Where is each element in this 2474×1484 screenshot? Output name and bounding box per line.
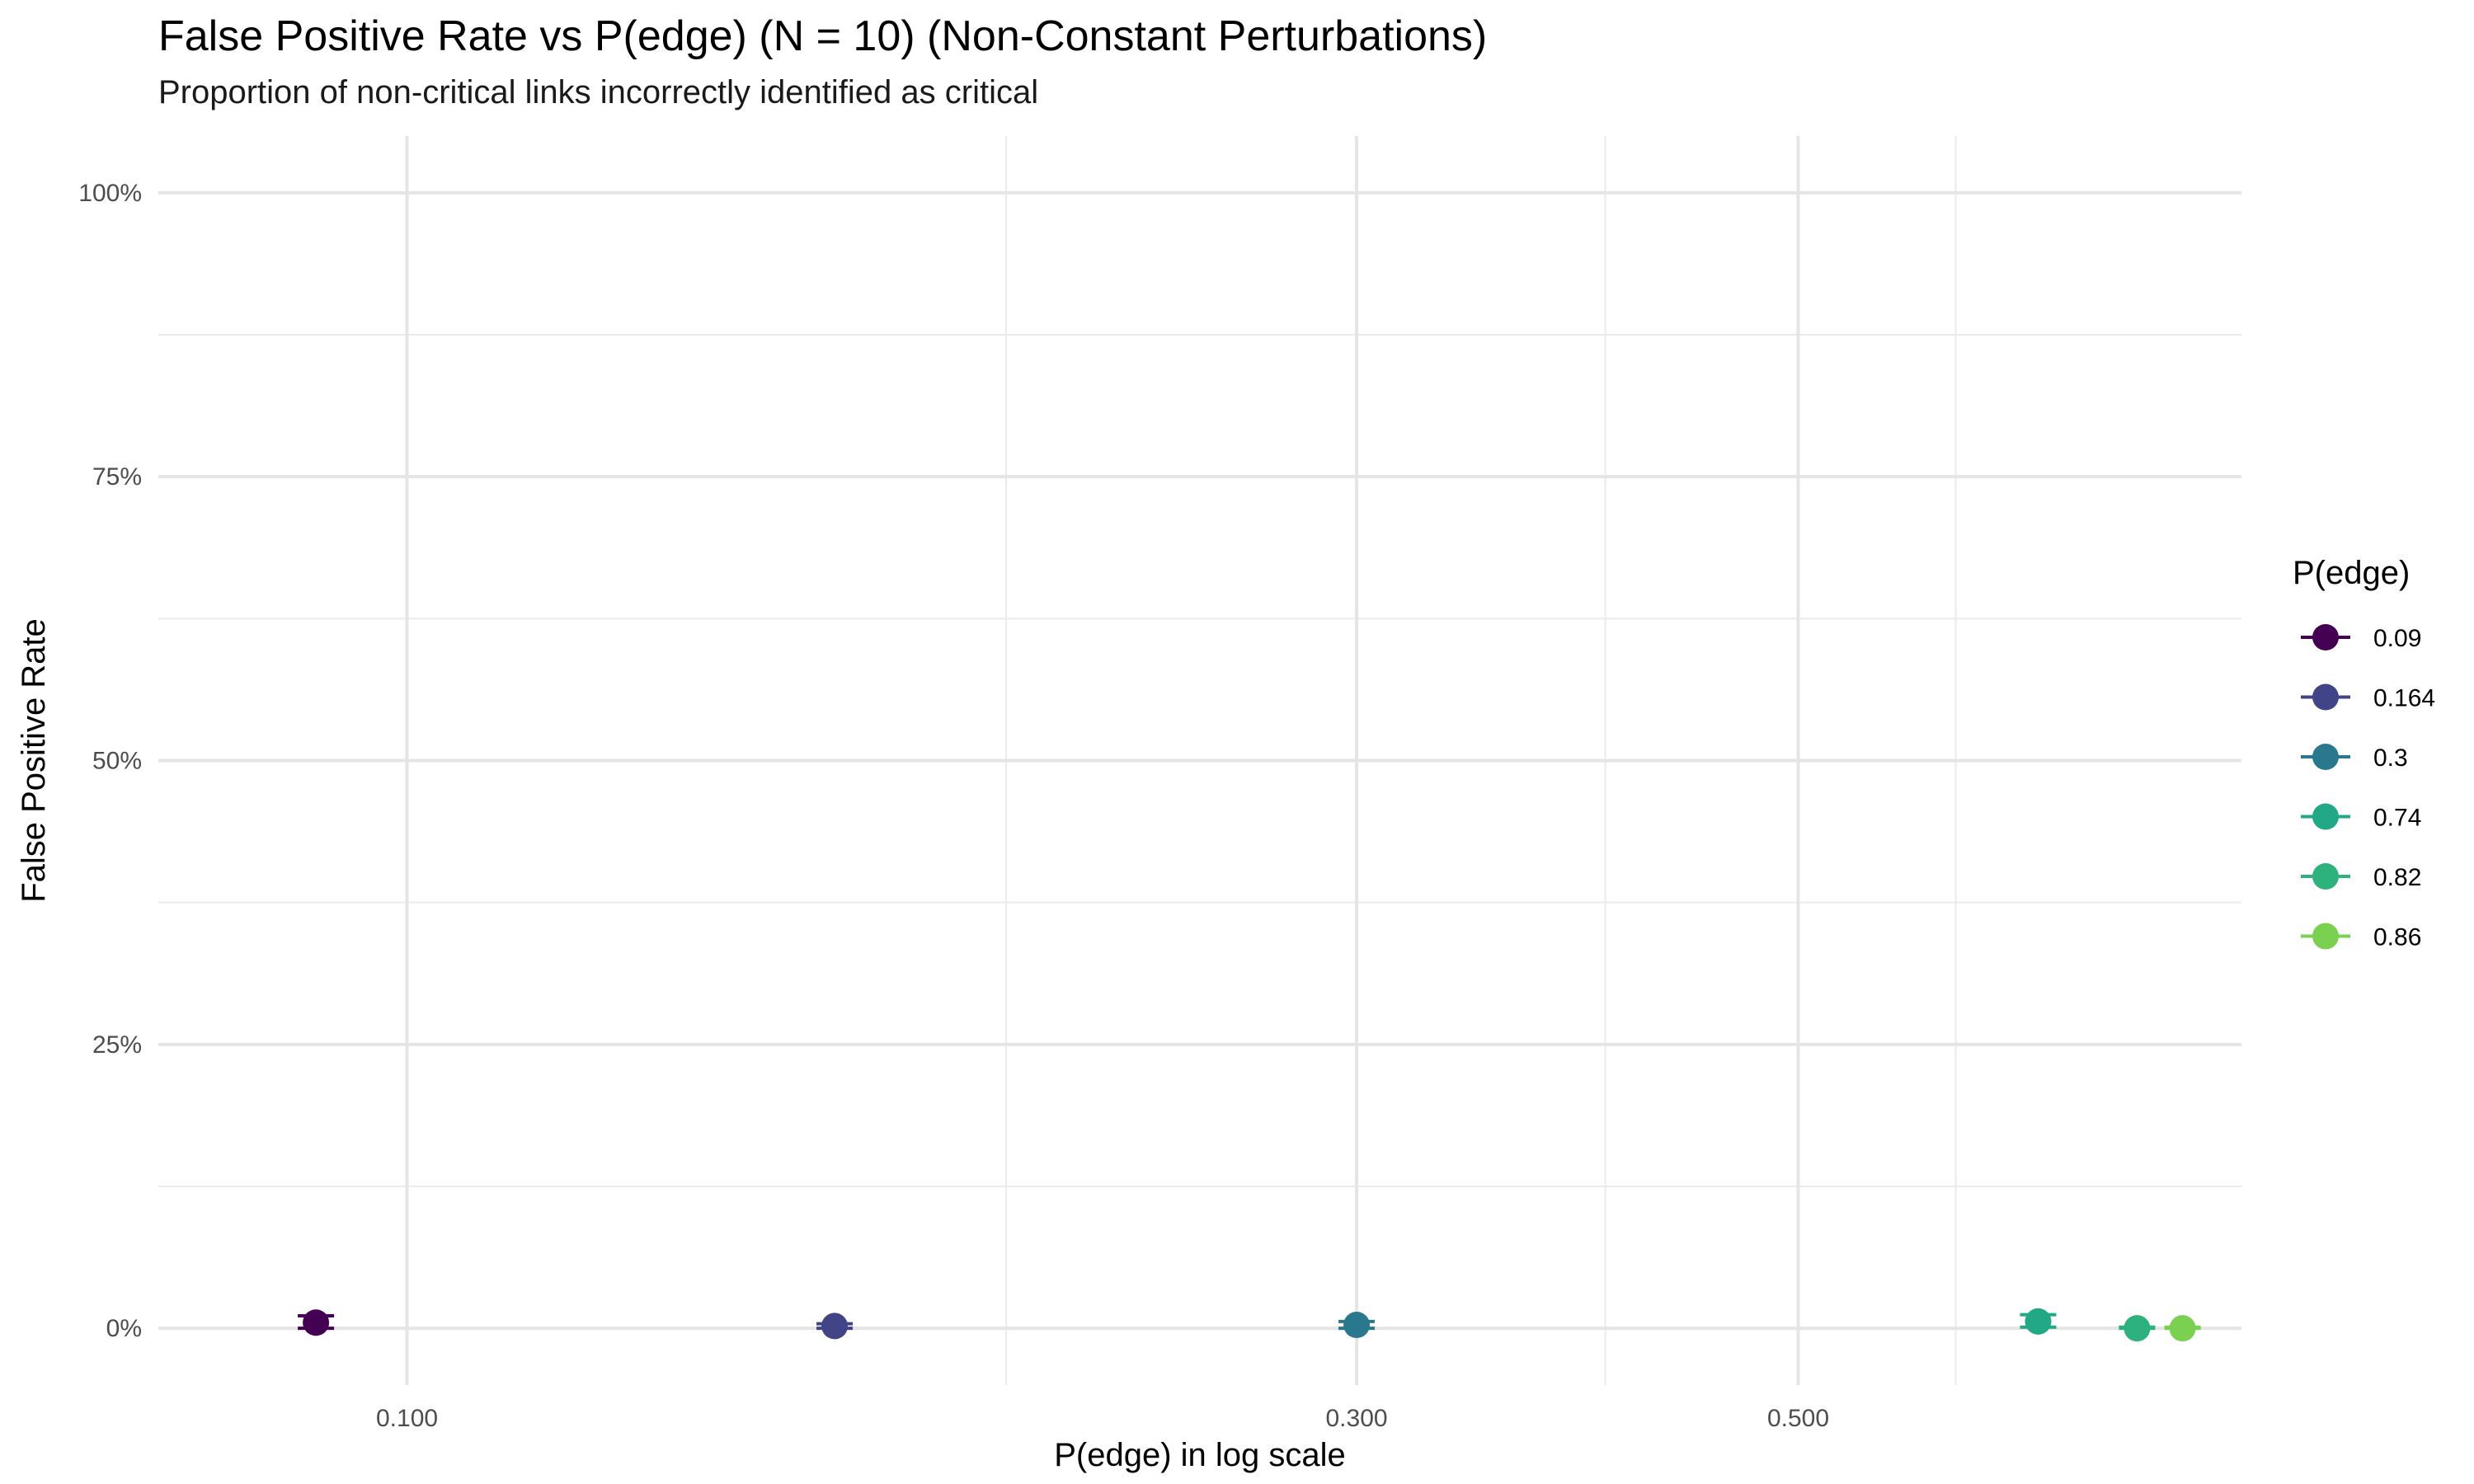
legend-key-point: [2312, 923, 2339, 950]
legend-item: 0.09: [2301, 624, 2421, 652]
data-point: [2124, 1315, 2151, 1342]
x-tick-label: 0.500: [1767, 1405, 1829, 1432]
y-tick-label: 75%: [92, 463, 142, 491]
chart-title: False Positive Rate vs P(edge) (N = 10) …: [158, 12, 1488, 60]
x-axis-ticks: 0.100 0.300 0.500: [376, 1405, 1829, 1432]
legend-item: 0.74: [2301, 803, 2421, 832]
x-tick-label: 0.300: [1326, 1405, 1388, 1432]
legend-items: 0.09 0.164 0.3 0.74 0.82 0.86: [2301, 624, 2435, 951]
legend-label: 0.3: [2373, 744, 2408, 772]
legend-item: 0.86: [2301, 923, 2421, 951]
legend-key-point: [2312, 683, 2339, 711]
data-point: [2025, 1308, 2052, 1335]
y-tick-label: 50%: [92, 748, 142, 775]
x-axis-title: P(edge) in log scale: [1054, 1437, 1346, 1473]
legend-key-point: [2312, 744, 2339, 770]
legend-label: 0.86: [2373, 924, 2421, 951]
legend-label: 0.164: [2373, 685, 2435, 712]
data-point-group: [298, 1309, 335, 1336]
chart-subtitle: Proportion of non-critical links incorre…: [158, 74, 1039, 110]
legend: P(edge) 0.09 0.164 0.3 0.74 0.82 0.86: [2293, 555, 2435, 951]
data-point-group: [2020, 1308, 2057, 1335]
legend-key-point: [2312, 863, 2339, 890]
y-axis-title: False Positive Rate: [16, 618, 52, 903]
x-tick-label: 0.100: [376, 1405, 438, 1432]
data-points: [298, 1308, 2201, 1342]
y-tick-label: 0%: [106, 1315, 142, 1342]
y-tick-label: 100%: [78, 180, 142, 207]
y-axis-ticks: 0% 25% 50% 75% 100%: [78, 180, 142, 1342]
data-point: [1343, 1312, 1371, 1339]
data-point: [821, 1313, 849, 1340]
legend-label: 0.09: [2373, 625, 2421, 652]
legend-key-point: [2312, 624, 2339, 650]
legend-key-point: [2312, 803, 2339, 830]
data-point: [2169, 1315, 2196, 1342]
legend-label: 0.82: [2373, 864, 2421, 891]
legend-item: 0.82: [2301, 863, 2421, 891]
data-point-group: [816, 1313, 854, 1340]
grid-lines: [158, 136, 2241, 1385]
data-point-group: [1338, 1312, 1376, 1339]
data-point-group: [2164, 1315, 2201, 1342]
legend-item: 0.3: [2301, 744, 2408, 772]
y-tick-label: 25%: [92, 1031, 142, 1059]
legend-title: P(edge): [2293, 555, 2410, 591]
legend-item: 0.164: [2301, 683, 2435, 712]
data-point: [303, 1309, 330, 1336]
data-point-group: [2119, 1315, 2156, 1342]
legend-label: 0.74: [2373, 805, 2421, 832]
